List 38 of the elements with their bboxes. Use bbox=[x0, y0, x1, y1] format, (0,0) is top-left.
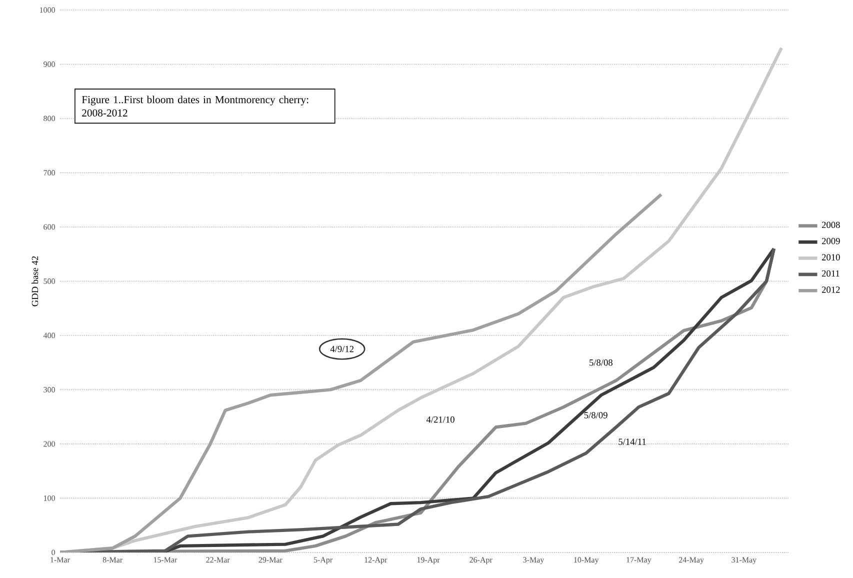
x-tick-label: 31-May bbox=[732, 556, 757, 564]
y-tick-label: 1000 bbox=[40, 7, 55, 12]
annotation: 5/8/09 bbox=[584, 412, 608, 418]
x-tick-label: 24-May bbox=[679, 556, 704, 564]
line-series bbox=[60, 192, 663, 552]
y-tick-label: 200 bbox=[44, 441, 55, 446]
y-tick-label: 500 bbox=[44, 278, 55, 284]
y-tick-label: 400 bbox=[43, 332, 55, 338]
x-tick-label: 10-May bbox=[574, 556, 599, 564]
y-tick-label: 700 bbox=[44, 170, 55, 176]
annotation: 4/21/10 bbox=[426, 416, 454, 422]
x-tick-label: 8-Mar bbox=[102, 556, 123, 562]
legend-label: 2012 bbox=[822, 286, 840, 293]
annotation: 5/8/08 bbox=[590, 359, 612, 366]
y-tick-label: 0 bbox=[52, 550, 55, 555]
x-tick-label: 29-Mar bbox=[258, 556, 282, 562]
x-tick-label: 26-Apr bbox=[470, 556, 492, 564]
x-tick-label: 17-May bbox=[626, 556, 652, 564]
annotation: 4/9/12 bbox=[330, 346, 354, 352]
legend-label: 2011 bbox=[822, 270, 840, 276]
x-tick-label: 22-Mar bbox=[206, 556, 230, 562]
y-tick-label: 100 bbox=[44, 495, 55, 501]
x-tick-label: 5-Apr bbox=[314, 556, 333, 564]
legend-label: 2010 bbox=[822, 254, 840, 260]
x-tick-label: 15-Mar bbox=[154, 556, 178, 562]
legend-label: 2008 bbox=[822, 222, 840, 228]
x-tick-label: 3-May bbox=[523, 556, 544, 564]
x-tick-label: 19-Apr bbox=[417, 556, 440, 564]
legend-label: 2009 bbox=[822, 238, 840, 244]
x-tick-label: 12-Apr bbox=[364, 556, 388, 564]
y-tick-label: 600 bbox=[44, 224, 55, 230]
x-tick-label: 1-Mar bbox=[50, 556, 70, 562]
y-tick-label: 800 bbox=[44, 116, 55, 121]
text: Figure 1..First bloom dates in Montmorency cherry: 2008-2012 bbox=[82, 95, 308, 116]
y-tick-label: 900 bbox=[44, 61, 55, 67]
y-tick-label: 300 bbox=[44, 386, 55, 392]
annotation: 5/14/11 bbox=[618, 438, 646, 445]
y-axis-title: GDD base 42 bbox=[32, 256, 38, 306]
